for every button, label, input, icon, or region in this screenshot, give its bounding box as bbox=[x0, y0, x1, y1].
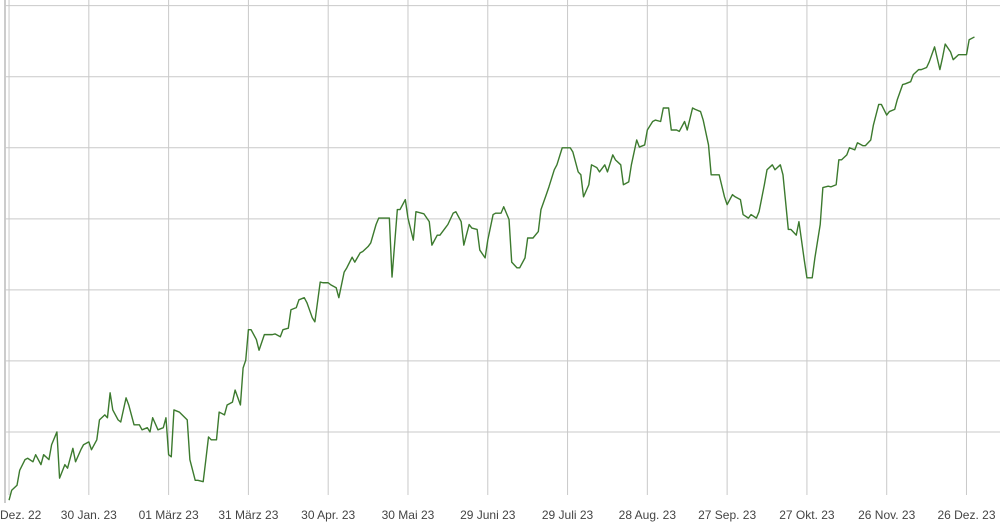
x-tick-label: 31 März 23 bbox=[218, 508, 278, 522]
x-tick-label: 30 Mai 23 bbox=[382, 508, 435, 522]
x-tick-label: 30 Apr. 23 bbox=[301, 508, 355, 522]
x-tick-label: 01 März 23 bbox=[139, 508, 199, 522]
x-tick-label: 28 Aug. 23 bbox=[619, 508, 677, 522]
x-tick-label: 26 Nov. 23 bbox=[858, 508, 915, 522]
x-tick-label: 26 Dez. 23 bbox=[937, 508, 995, 522]
x-tick-label: 27 Sep. 23 bbox=[698, 508, 756, 522]
x-tick-label: 29 Juli 23 bbox=[542, 508, 594, 522]
data-line bbox=[8, 36, 975, 501]
x-tick-label: 30 Jan. 23 bbox=[61, 508, 117, 522]
x-tick-label: 29 Juni 23 bbox=[460, 508, 516, 522]
x-tick-label: Dez. 22 bbox=[0, 508, 42, 522]
x-tick-label: 27 Okt. 23 bbox=[779, 508, 835, 522]
